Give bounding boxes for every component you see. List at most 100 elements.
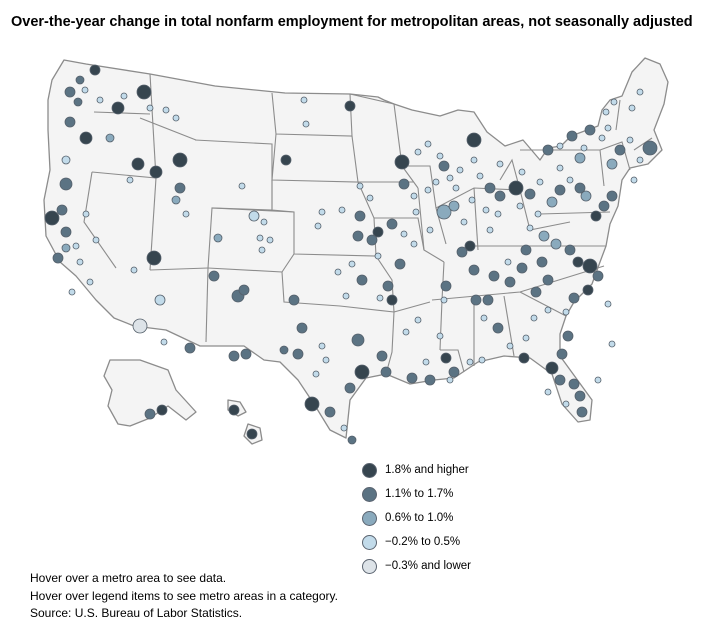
- metro-area-marker[interactable]: [132, 318, 148, 334]
- metro-area-marker[interactable]: [536, 178, 544, 186]
- metro-area-marker[interactable]: [544, 306, 552, 314]
- metro-area-marker[interactable]: [366, 194, 374, 202]
- legend-item-0.6-to-1.0[interactable]: 0.6% to 1.0%: [362, 506, 562, 530]
- metro-area-marker[interactable]: [522, 334, 530, 342]
- metro-area-marker[interactable]: [484, 182, 496, 194]
- metro-area-marker[interactable]: [398, 178, 410, 190]
- metro-area-marker[interactable]: [546, 196, 558, 208]
- metro-area-marker[interactable]: [518, 352, 530, 364]
- metro-area-marker[interactable]: [292, 348, 304, 360]
- metro-area-marker[interactable]: [424, 374, 436, 386]
- metro-area-marker[interactable]: [482, 206, 490, 214]
- metro-area-marker[interactable]: [580, 144, 588, 152]
- metro-area-marker[interactable]: [156, 404, 168, 416]
- metro-area-marker[interactable]: [506, 342, 514, 350]
- metro-area-marker[interactable]: [592, 270, 604, 282]
- metro-area-marker[interactable]: [172, 114, 180, 122]
- metro-area-marker[interactable]: [248, 210, 260, 222]
- metro-area-marker[interactable]: [412, 208, 420, 216]
- metro-area-marker[interactable]: [304, 396, 320, 412]
- metro-area-marker[interactable]: [354, 210, 366, 222]
- metro-area-marker[interactable]: [68, 288, 76, 296]
- metro-area-marker[interactable]: [606, 158, 618, 170]
- metro-area-marker[interactable]: [79, 131, 93, 145]
- metro-area-marker[interactable]: [376, 294, 384, 302]
- metro-area-marker[interactable]: [260, 218, 268, 226]
- metro-area-marker[interactable]: [436, 204, 452, 220]
- metro-area-marker[interactable]: [386, 218, 398, 230]
- metro-area-marker[interactable]: [466, 358, 474, 366]
- metro-area-marker[interactable]: [554, 374, 566, 386]
- metro-area-marker[interactable]: [526, 224, 534, 232]
- metro-area-marker[interactable]: [538, 230, 550, 242]
- metro-area-marker[interactable]: [146, 250, 162, 266]
- metro-area-marker[interactable]: [61, 155, 71, 165]
- metro-area-marker[interactable]: [366, 234, 378, 246]
- metro-area-marker[interactable]: [424, 140, 432, 148]
- metro-area-marker[interactable]: [426, 226, 434, 234]
- metro-area-marker[interactable]: [312, 370, 320, 378]
- metro-area-marker[interactable]: [544, 388, 552, 396]
- metro-area-marker[interactable]: [542, 144, 554, 156]
- metro-area-marker[interactable]: [488, 270, 500, 282]
- metro-area-marker[interactable]: [105, 133, 115, 143]
- metro-area-marker[interactable]: [228, 350, 240, 362]
- metro-area-marker[interactable]: [504, 258, 512, 266]
- metro-area-marker[interactable]: [564, 244, 576, 256]
- metro-area-marker[interactable]: [436, 332, 444, 340]
- metro-area-marker[interactable]: [566, 176, 574, 184]
- metro-area-marker[interactable]: [582, 284, 594, 296]
- metro-area-marker[interactable]: [494, 210, 502, 218]
- metro-area-marker[interactable]: [486, 226, 494, 234]
- metro-area-marker[interactable]: [516, 262, 528, 274]
- metro-area-marker[interactable]: [440, 280, 452, 292]
- metro-area-marker[interactable]: [574, 152, 586, 164]
- metro-area-marker[interactable]: [440, 296, 448, 304]
- metro-area-marker[interactable]: [424, 186, 432, 194]
- metro-area-marker[interactable]: [628, 104, 636, 112]
- metro-area-marker[interactable]: [608, 340, 616, 348]
- metro-area-marker[interactable]: [432, 178, 440, 186]
- metro-area-marker[interactable]: [324, 406, 336, 418]
- metro-area-marker[interactable]: [438, 160, 450, 172]
- metro-area-marker[interactable]: [562, 400, 570, 408]
- metro-area-marker[interactable]: [410, 240, 418, 248]
- metro-area-marker[interactable]: [126, 176, 134, 184]
- metro-area-marker[interactable]: [149, 165, 163, 179]
- metro-area-marker[interactable]: [342, 292, 350, 300]
- metro-area-marker[interactable]: [347, 435, 357, 445]
- metro-area-marker[interactable]: [626, 136, 634, 144]
- metro-area-marker[interactable]: [73, 97, 83, 107]
- metro-area-marker[interactable]: [238, 284, 250, 296]
- metro-area-marker[interactable]: [344, 382, 356, 394]
- metro-area-marker[interactable]: [580, 190, 592, 202]
- metro-area-marker[interactable]: [402, 328, 410, 336]
- metro-area-marker[interactable]: [414, 148, 422, 156]
- metro-area-marker[interactable]: [351, 333, 365, 347]
- legend-item-1.1-to-1.7[interactable]: 1.1% to 1.7%: [362, 482, 562, 506]
- metro-area-marker[interactable]: [354, 364, 370, 380]
- metro-area-marker[interactable]: [518, 168, 526, 176]
- metro-area-marker[interactable]: [496, 160, 504, 168]
- metro-area-marker[interactable]: [464, 240, 476, 252]
- metro-area-marker[interactable]: [530, 286, 542, 298]
- metro-area-marker[interactable]: [584, 124, 596, 136]
- metro-area-marker[interactable]: [372, 226, 384, 238]
- metro-area-marker[interactable]: [468, 196, 476, 204]
- metro-area-marker[interactable]: [246, 428, 258, 440]
- metro-area-marker[interactable]: [468, 264, 480, 276]
- metro-area-marker[interactable]: [574, 182, 586, 194]
- metro-area-marker[interactable]: [162, 106, 170, 114]
- metro-area-marker[interactable]: [394, 258, 406, 270]
- metro-area-marker[interactable]: [534, 210, 542, 218]
- metro-area-marker[interactable]: [604, 124, 612, 132]
- metro-area-marker[interactable]: [334, 268, 342, 276]
- metro-area-marker[interactable]: [642, 140, 658, 156]
- metro-area-marker[interactable]: [394, 154, 410, 170]
- metro-area-marker[interactable]: [182, 210, 190, 218]
- metro-area-marker[interactable]: [414, 316, 422, 324]
- metro-area-marker[interactable]: [340, 424, 348, 432]
- metro-area-marker[interactable]: [356, 274, 368, 286]
- metro-area-marker[interactable]: [174, 182, 186, 194]
- metro-area-marker[interactable]: [130, 266, 138, 274]
